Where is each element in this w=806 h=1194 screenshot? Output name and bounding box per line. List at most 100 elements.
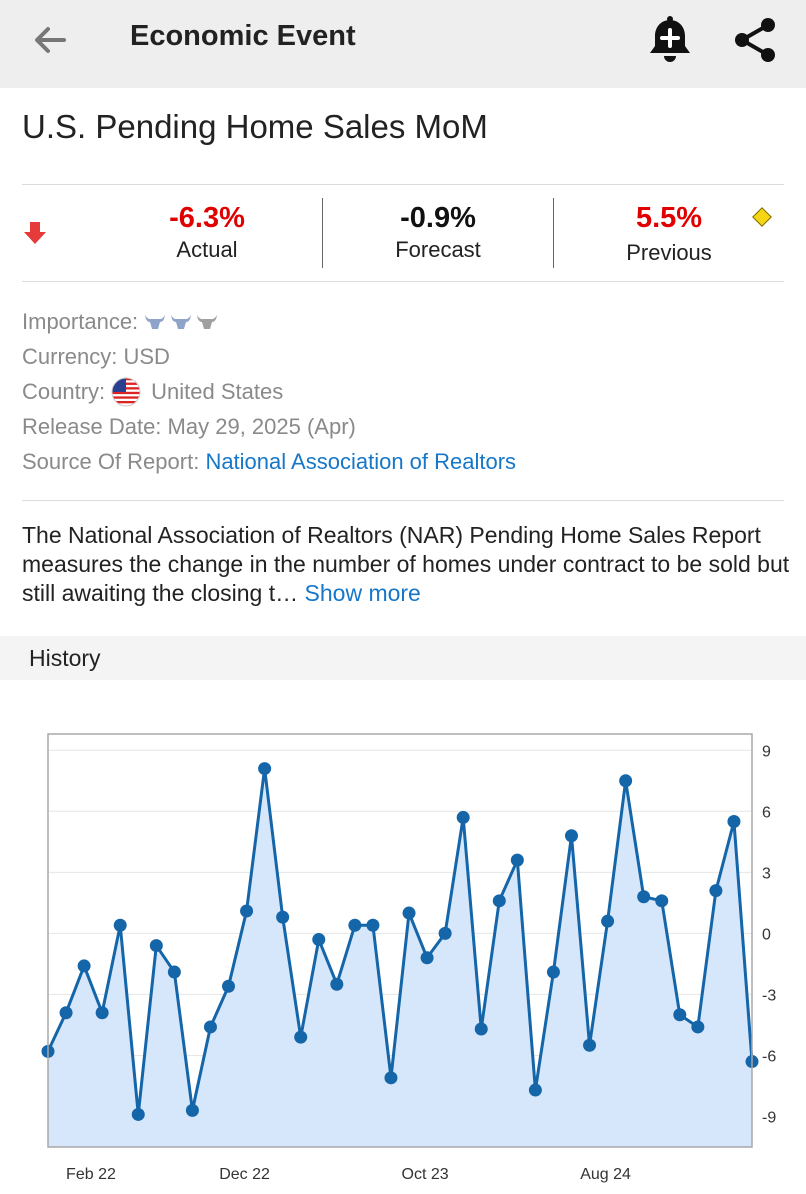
country-label: Country: bbox=[22, 378, 106, 404]
x-tick-label: Dec 22 bbox=[219, 1166, 270, 1183]
data-point bbox=[330, 977, 344, 991]
y-tick-label: 3 bbox=[762, 865, 771, 882]
data-point bbox=[546, 965, 560, 979]
description-text: The National Association of Realtors (NA… bbox=[22, 522, 790, 606]
data-point bbox=[59, 1006, 73, 1020]
data-point bbox=[276, 910, 290, 924]
release-date-value: May 29, 2025 (Apr) bbox=[167, 413, 356, 439]
data-point bbox=[384, 1071, 398, 1085]
data-point bbox=[438, 926, 452, 940]
event-description: The National Association of Realtors (NA… bbox=[22, 521, 792, 608]
y-tick-label: -3 bbox=[762, 987, 776, 1004]
share-button[interactable] bbox=[730, 14, 782, 66]
release-date-row: Release Date: May 29, 2025 (Apr) bbox=[22, 409, 516, 444]
currency-label: Currency: bbox=[22, 343, 118, 369]
data-point bbox=[709, 884, 723, 898]
previous-value: 5.5% bbox=[635, 202, 703, 234]
history-label: History bbox=[29, 645, 101, 671]
separator bbox=[553, 198, 554, 268]
add-alert-button[interactable] bbox=[645, 14, 695, 66]
data-point bbox=[510, 853, 524, 867]
data-point bbox=[240, 904, 254, 918]
importance-label: Importance: bbox=[22, 308, 139, 334]
forecast-stat: -0.9% Forecast bbox=[323, 202, 553, 263]
forecast-label: Forecast bbox=[395, 237, 481, 262]
data-point bbox=[131, 1107, 145, 1121]
separator bbox=[322, 198, 323, 268]
data-point bbox=[95, 1006, 109, 1020]
share-icon bbox=[735, 18, 775, 62]
data-point bbox=[113, 918, 127, 932]
back-button[interactable] bbox=[28, 20, 74, 60]
currency-value: USD bbox=[123, 343, 170, 369]
y-tick-label: -9 bbox=[762, 1109, 776, 1126]
event-title: U.S. Pending Home Sales MoM bbox=[22, 108, 488, 145]
arrow-down-icon bbox=[24, 222, 46, 244]
data-point bbox=[312, 932, 326, 946]
previous-label: Previous bbox=[626, 240, 712, 265]
x-tick-label: Feb 22 bbox=[66, 1166, 116, 1183]
data-point bbox=[185, 1103, 199, 1117]
importance-row: Importance: bbox=[22, 304, 516, 339]
data-point bbox=[77, 959, 91, 973]
country-value: United States bbox=[151, 378, 284, 404]
arrow-left-icon bbox=[35, 27, 66, 53]
data-point bbox=[619, 774, 633, 788]
y-tick-label: -6 bbox=[762, 1048, 776, 1065]
previous-stat: 5.5% Previous bbox=[554, 202, 784, 266]
divider bbox=[22, 500, 784, 501]
actual-stat: -6.3% Actual bbox=[92, 202, 322, 263]
event-info: Importance: Currency: USD Country: bbox=[22, 304, 516, 479]
source-link[interactable]: National Association of Realtors bbox=[205, 448, 517, 474]
currency-row: Currency: USD bbox=[22, 339, 516, 374]
data-point bbox=[203, 1020, 217, 1034]
data-point bbox=[167, 965, 181, 979]
area-fill bbox=[48, 768, 752, 1147]
y-tick-label: 6 bbox=[762, 804, 771, 821]
plot-frame bbox=[47, 733, 753, 1148]
data-point bbox=[456, 810, 470, 824]
y-tick-label: 9 bbox=[762, 743, 771, 760]
show-more-link[interactable]: Show more bbox=[304, 580, 421, 606]
data-point bbox=[402, 906, 416, 920]
bull-icon bbox=[145, 314, 166, 329]
y-tick-label: 0 bbox=[762, 926, 771, 943]
release-date-label: Release Date: bbox=[22, 413, 162, 439]
event-stats: -6.3% Actual -0.9% Forecast 5.5% Previou… bbox=[0, 186, 806, 280]
data-point bbox=[727, 814, 741, 828]
history-chart[interactable]: 9 6 3 0 -3 -6 -9 Feb 22 Dec 22 Oct 23 Aug 24 bbox=[0, 720, 806, 1194]
data-point bbox=[637, 890, 651, 904]
importance-rating bbox=[144, 313, 218, 331]
bull-icon bbox=[171, 314, 192, 329]
data-point bbox=[258, 762, 272, 776]
data-point bbox=[420, 951, 434, 965]
data-point bbox=[492, 894, 506, 908]
x-tick-label: Oct 23 bbox=[402, 1166, 449, 1183]
series-line bbox=[46, 767, 754, 1116]
us-flag-icon bbox=[111, 377, 141, 406]
bell-plus-icon bbox=[650, 16, 690, 62]
data-point bbox=[348, 918, 362, 932]
country-row: Country: United States bbox=[22, 374, 516, 409]
source-row: Source Of Report: National Association o… bbox=[22, 444, 516, 479]
x-tick-label: Aug 24 bbox=[580, 1166, 631, 1183]
data-point bbox=[564, 829, 578, 843]
actual-label: Actual bbox=[176, 237, 238, 262]
data-point bbox=[222, 979, 236, 993]
data-point bbox=[366, 918, 380, 932]
data-point bbox=[601, 914, 615, 928]
data-point bbox=[691, 1020, 705, 1034]
data-point bbox=[528, 1083, 542, 1097]
top-app-bar: Economic Event bbox=[0, 0, 806, 88]
actual-value: -6.3% bbox=[169, 202, 245, 234]
forecast-value: -0.9% bbox=[400, 202, 476, 234]
divider bbox=[22, 281, 784, 282]
data-point bbox=[149, 939, 163, 953]
bull-icon bbox=[197, 314, 218, 329]
divider bbox=[22, 184, 784, 185]
data-point bbox=[583, 1038, 597, 1052]
data-point bbox=[655, 894, 669, 908]
history-section-header: History bbox=[0, 636, 806, 680]
data-point bbox=[474, 1022, 488, 1036]
data-point bbox=[294, 1030, 308, 1044]
